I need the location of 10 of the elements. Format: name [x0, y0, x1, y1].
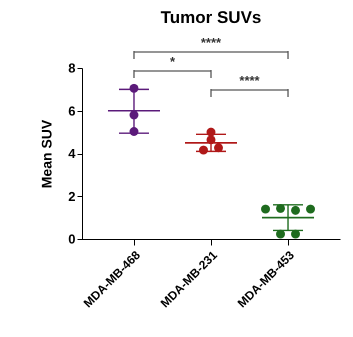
y-tick-label: 6: [68, 103, 76, 118]
y-axis-title: Mean SUV: [38, 119, 54, 188]
y-tick-label: 4: [68, 146, 76, 161]
annotation: *: [170, 54, 176, 69]
y-tick-label: 8: [68, 60, 76, 76]
y-tick-label: 0: [68, 232, 76, 246]
y-tick-label: 2: [68, 188, 76, 204]
text: ****: [200, 35, 222, 50]
chart-title: Tumor SUVs: [160, 8, 262, 27]
annotation: ****: [239, 73, 261, 88]
